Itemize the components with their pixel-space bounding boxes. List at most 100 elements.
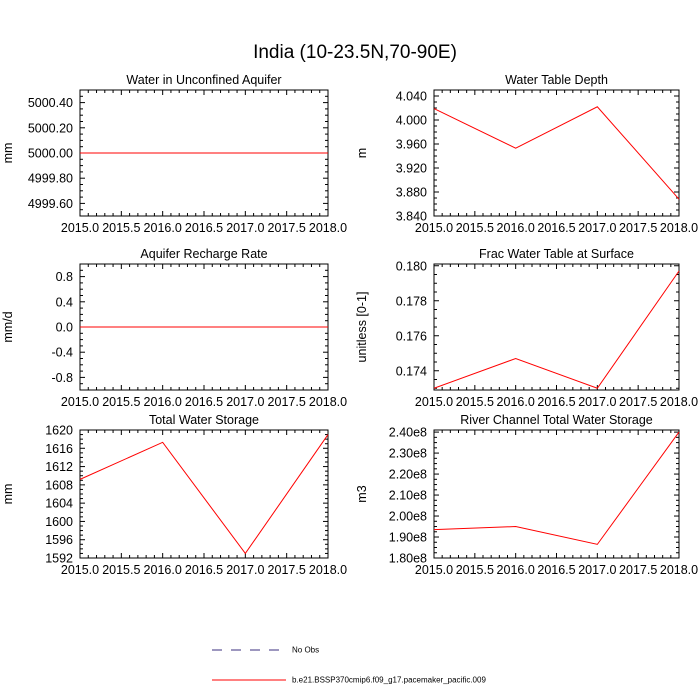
x-tick-label: 2016.5	[185, 563, 223, 577]
y-tick-label: 1604	[45, 497, 73, 511]
x-tick-label: 2016.5	[185, 221, 223, 235]
series-line	[433, 106, 680, 200]
y-tick-label: 0.4	[56, 295, 73, 309]
x-tick-label: 2016.0	[497, 395, 535, 409]
x-tick-label: 2016.5	[537, 221, 575, 235]
x-tick-label: 2015.0	[61, 563, 99, 577]
y-tick-label: 0.178	[396, 294, 427, 308]
y-tick-label: 2.10e8	[389, 489, 427, 503]
x-tick-label: 2015.5	[102, 395, 140, 409]
y-tick-label: 1.80e8	[389, 552, 427, 566]
y-axis-label: m3	[355, 485, 369, 502]
x-tick-label: 2015.0	[415, 221, 453, 235]
x-tick-label: 2018.0	[660, 395, 698, 409]
chart-panel-1: Water in Unconfined Aquifer mm 2015.0 2015.…	[1, 73, 347, 235]
plot-frame	[79, 429, 329, 559]
y-tick-label: 1592	[45, 552, 73, 566]
x-tick-label: 2015.0	[415, 395, 453, 409]
x-tick-label: 2016.0	[144, 563, 182, 577]
y-tick-label: 5000.20	[28, 121, 73, 135]
y-tick-label: 3.840	[396, 210, 427, 224]
y-tick-label: 3.960	[396, 138, 427, 152]
x-tick-label: 2018.0	[309, 221, 347, 235]
x-tick-label: 2017.0	[578, 563, 616, 577]
x-tick-label: 2018.0	[660, 221, 698, 235]
y-tick-label: 5000.40	[28, 96, 73, 110]
x-tick-label: 2015.0	[61, 221, 99, 235]
panel-title: Water in Unconfined Aquifer	[126, 73, 281, 87]
x-tick-label: 2017.5	[268, 221, 306, 235]
panel-title: Water Table Depth	[505, 73, 608, 87]
y-tick-label: 2.40e8	[389, 426, 427, 440]
chart-panel-2: Water Table Depth m 2015.0 2015.5 2016.0 2016…	[355, 73, 698, 235]
x-tick-label: 2017.0	[226, 563, 264, 577]
y-axis-label: mm	[1, 143, 15, 164]
legend-label-model: b.e21.BSSP370cmip6.f09_g17.pacemaker_pac…	[292, 676, 486, 685]
x-tick-label: 2016.5	[537, 563, 575, 577]
panel-title: Frac Water Table at Surface	[479, 247, 634, 261]
y-tick-label: -0.8	[51, 371, 73, 385]
x-tick-label: 2017.5	[619, 221, 657, 235]
chart-panel-6: River Channel Total Water Storage m3 2015.…	[355, 413, 698, 577]
y-axis-label: unitless [0-1]	[355, 292, 369, 363]
chart-panel-4: Frac Water Table at Surface unitless [0-1…	[355, 247, 698, 409]
x-tick-label: 2017.5	[619, 563, 657, 577]
x-tick-label: 2016.0	[144, 221, 182, 235]
x-tick-label: 2017.5	[619, 395, 657, 409]
y-tick-label: 2.30e8	[389, 447, 427, 461]
y-tick-label: 4999.80	[28, 172, 73, 186]
legend-label-no-obs: No Obs	[292, 646, 319, 655]
y-axis-label: mm/d	[1, 311, 15, 342]
y-tick-label: 4.000	[396, 114, 427, 128]
x-tick-label: 2016.5	[185, 395, 223, 409]
y-tick-label: 3.920	[396, 162, 427, 176]
x-tick-label: 2016.5	[537, 395, 575, 409]
x-tick-label: 2017.5	[268, 563, 306, 577]
y-tick-label: 2.00e8	[389, 510, 427, 524]
series-line	[433, 431, 680, 545]
y-tick-label: 1608	[45, 478, 73, 492]
x-tick-label: 2017.0	[578, 221, 616, 235]
y-tick-label: 1620	[45, 424, 73, 438]
x-tick-label: 2016.0	[497, 563, 535, 577]
x-tick-label: 2017.5	[268, 395, 306, 409]
x-tick-label: 2018.0	[309, 563, 347, 577]
x-tick-label: 2015.5	[102, 563, 140, 577]
y-axis-label: m	[355, 148, 369, 158]
x-tick-label: 2017.0	[578, 395, 616, 409]
y-axis-label: mm	[1, 484, 15, 505]
y-tick-label: 0.174	[396, 364, 427, 378]
x-tick-label: 2015.5	[456, 563, 494, 577]
x-tick-label: 2017.0	[226, 221, 264, 235]
plot-frame	[433, 89, 680, 217]
y-tick-label: 1596	[45, 533, 73, 547]
y-tick-label: -0.4	[51, 346, 73, 360]
x-tick-label: 2015.0	[61, 395, 99, 409]
x-tick-label: 2016.0	[497, 221, 535, 235]
x-tick-label: 2016.0	[144, 395, 182, 409]
panel-title: Aquifer Recharge Rate	[140, 247, 267, 261]
panel-title: River Channel Total Water Storage	[460, 413, 653, 427]
x-tick-label: 2015.5	[102, 221, 140, 235]
x-tick-label: 2015.5	[456, 221, 494, 235]
y-tick-label: 0.8	[56, 270, 73, 284]
plot-frame	[433, 263, 680, 391]
plot-frame	[433, 429, 680, 559]
x-tick-label: 2018.0	[660, 563, 698, 577]
y-tick-label: 4.040	[396, 90, 427, 104]
series-line	[79, 434, 329, 555]
x-tick-label: 2018.0	[309, 395, 347, 409]
y-tick-label: 3.880	[396, 186, 427, 200]
y-tick-label: 0.176	[396, 329, 427, 343]
chart-panel-3: Aquifer Recharge Rate mm/d 2015.0 2015.5 201…	[1, 247, 347, 409]
x-tick-label: 2017.0	[226, 395, 264, 409]
y-tick-label: 5000.00	[28, 147, 73, 161]
x-tick-label: 2015.5	[456, 395, 494, 409]
y-tick-label: 1600	[45, 515, 73, 529]
figure-title: India (10-23.5N,70-90E)	[253, 42, 457, 63]
y-tick-label: 2.20e8	[389, 468, 427, 482]
y-tick-label: 1616	[45, 442, 73, 456]
